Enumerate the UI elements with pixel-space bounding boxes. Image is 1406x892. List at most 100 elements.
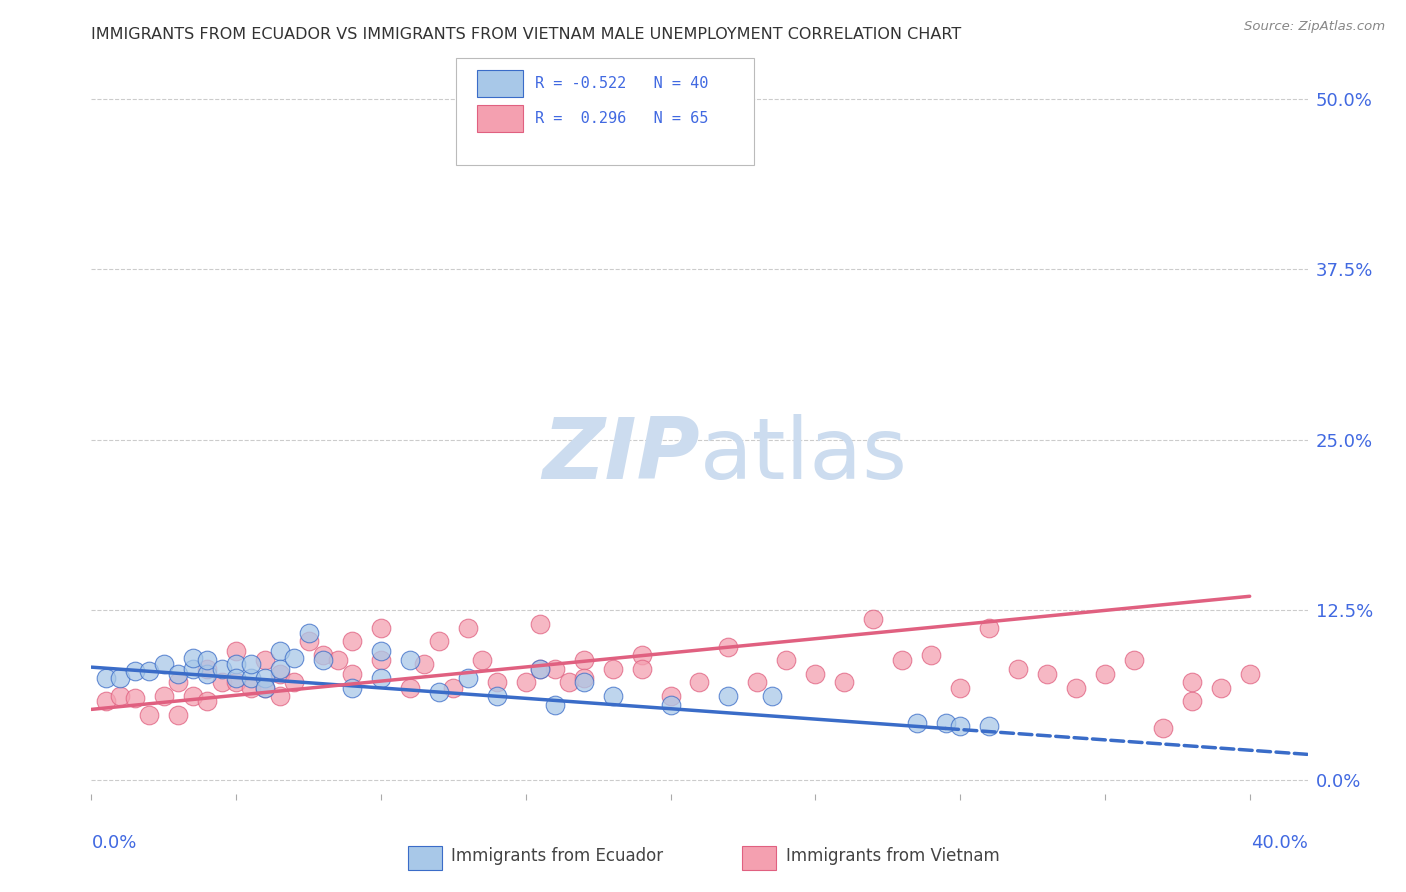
Point bbox=[340, 634, 363, 648]
Point bbox=[370, 621, 392, 635]
Point bbox=[254, 671, 277, 685]
Point bbox=[558, 675, 581, 690]
Point bbox=[413, 657, 436, 672]
Point bbox=[297, 626, 319, 640]
Point bbox=[427, 684, 450, 698]
Point bbox=[717, 640, 740, 654]
Point bbox=[312, 648, 335, 662]
Point bbox=[326, 653, 349, 667]
Point bbox=[935, 716, 957, 731]
Point bbox=[283, 675, 305, 690]
Point bbox=[211, 675, 233, 690]
Point bbox=[399, 681, 422, 695]
Point bbox=[283, 650, 305, 665]
Point bbox=[124, 691, 146, 706]
Point bbox=[529, 112, 551, 127]
Point bbox=[195, 653, 218, 667]
Point bbox=[920, 648, 942, 662]
Point bbox=[370, 671, 392, 685]
Point bbox=[515, 675, 537, 690]
Point bbox=[688, 675, 710, 690]
Point bbox=[659, 689, 682, 703]
Text: Source: ZipAtlas.com: Source: ZipAtlas.com bbox=[1244, 20, 1385, 33]
Point bbox=[110, 689, 132, 703]
Point bbox=[602, 661, 624, 675]
FancyBboxPatch shape bbox=[456, 58, 754, 165]
Point bbox=[485, 689, 508, 703]
Point bbox=[905, 716, 928, 731]
FancyBboxPatch shape bbox=[477, 105, 523, 131]
Point bbox=[1239, 667, 1261, 681]
Point bbox=[1036, 667, 1059, 681]
Point bbox=[949, 681, 972, 695]
FancyBboxPatch shape bbox=[477, 70, 523, 97]
Point bbox=[181, 661, 204, 675]
Point bbox=[949, 719, 972, 733]
Point bbox=[747, 675, 769, 690]
Text: atlas: atlas bbox=[699, 414, 907, 497]
Point bbox=[110, 671, 132, 685]
Point bbox=[195, 667, 218, 681]
Text: ZIP: ZIP bbox=[541, 414, 699, 497]
Point bbox=[602, 689, 624, 703]
Point bbox=[181, 650, 204, 665]
Point bbox=[370, 644, 392, 658]
Point bbox=[340, 681, 363, 695]
Point bbox=[167, 675, 190, 690]
Point bbox=[254, 681, 277, 695]
Text: 0.0%: 0.0% bbox=[91, 834, 136, 853]
Point bbox=[138, 707, 160, 722]
FancyBboxPatch shape bbox=[408, 847, 441, 870]
Text: IMMIGRANTS FROM ECUADOR VS IMMIGRANTS FROM VIETNAM MALE UNEMPLOYMENT CORRELATION: IMMIGRANTS FROM ECUADOR VS IMMIGRANTS FR… bbox=[91, 27, 962, 42]
Text: Immigrants from Vietnam: Immigrants from Vietnam bbox=[786, 847, 1000, 865]
Point bbox=[94, 671, 117, 685]
Point bbox=[485, 675, 508, 690]
Point bbox=[761, 689, 783, 703]
Point bbox=[152, 657, 174, 672]
Point bbox=[529, 661, 551, 675]
Point bbox=[1181, 694, 1204, 708]
Point bbox=[544, 698, 567, 713]
Point bbox=[891, 653, 914, 667]
Point bbox=[152, 689, 174, 703]
Point bbox=[124, 664, 146, 679]
Point bbox=[269, 661, 291, 675]
Point bbox=[1094, 667, 1116, 681]
Point bbox=[572, 653, 595, 667]
Point bbox=[630, 648, 652, 662]
Point bbox=[427, 634, 450, 648]
Point bbox=[225, 675, 247, 690]
Point bbox=[254, 653, 277, 667]
Point bbox=[254, 681, 277, 695]
Text: R = -0.522   N = 40: R = -0.522 N = 40 bbox=[536, 76, 709, 91]
Text: Immigrants from Ecuador: Immigrants from Ecuador bbox=[451, 847, 664, 865]
Point bbox=[312, 653, 335, 667]
Point bbox=[297, 634, 319, 648]
Point bbox=[572, 671, 595, 685]
Point bbox=[225, 671, 247, 685]
Point bbox=[225, 657, 247, 672]
Point bbox=[399, 653, 422, 667]
Point bbox=[195, 694, 218, 708]
Point bbox=[471, 653, 494, 667]
Point bbox=[630, 661, 652, 675]
Text: R =  0.296   N = 65: R = 0.296 N = 65 bbox=[536, 111, 709, 126]
Point bbox=[239, 681, 262, 695]
Point bbox=[167, 667, 190, 681]
Point bbox=[977, 621, 1000, 635]
Point bbox=[181, 689, 204, 703]
Point bbox=[138, 664, 160, 679]
Point bbox=[239, 657, 262, 672]
Point bbox=[441, 681, 464, 695]
Point bbox=[269, 689, 291, 703]
Point bbox=[529, 616, 551, 631]
Point bbox=[1181, 675, 1204, 690]
Point bbox=[167, 707, 190, 722]
Point bbox=[572, 675, 595, 690]
Point bbox=[1007, 661, 1029, 675]
Point bbox=[239, 671, 262, 685]
Point bbox=[370, 653, 392, 667]
Point bbox=[457, 621, 479, 635]
Point bbox=[529, 661, 551, 675]
Point bbox=[269, 667, 291, 681]
